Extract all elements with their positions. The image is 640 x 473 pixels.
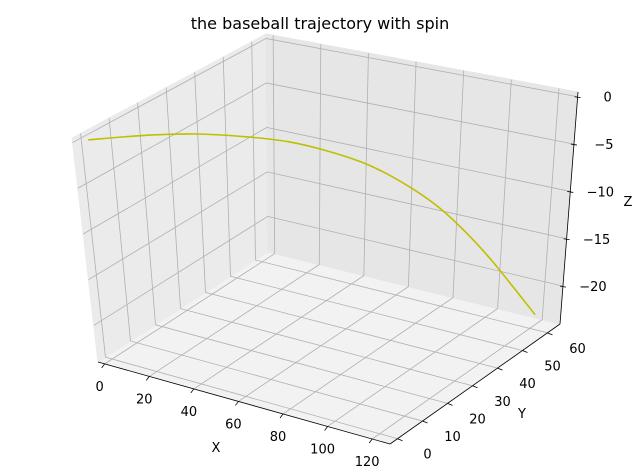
z-tick bbox=[570, 143, 578, 146]
series-layer bbox=[88, 133, 536, 316]
y-tick bbox=[497, 367, 503, 371]
y-tick bbox=[447, 403, 453, 406]
y-tick-label: 30 bbox=[494, 395, 511, 410]
x-tick bbox=[368, 438, 373, 444]
x-tick-label: 0 bbox=[96, 380, 104, 395]
grid-line-y bbox=[251, 41, 548, 334]
y-tick-label: 10 bbox=[444, 430, 461, 445]
x-tick bbox=[235, 401, 239, 406]
y-tick bbox=[422, 420, 428, 424]
x-tick-label: 120 bbox=[355, 455, 380, 470]
y-tick-label: 60 bbox=[569, 342, 586, 357]
grid-line-x bbox=[282, 70, 465, 415]
grid-line-z bbox=[93, 215, 564, 326]
z-tick-label: −5 bbox=[594, 138, 613, 153]
z-tick-label: −20 bbox=[579, 280, 606, 295]
grid-line-x bbox=[371, 88, 560, 440]
axis-panes bbox=[71, 33, 579, 445]
chart-title: the baseball trajectory with spin bbox=[191, 14, 449, 33]
grid-line-y bbox=[165, 87, 473, 387]
x-tick bbox=[279, 413, 284, 419]
x-tick-label: 100 bbox=[310, 442, 335, 457]
tick-labels: 0 20 40 60 80 100 120 0 10 20 30 40 50 60 0 −5 −10 −15 −20 bbox=[96, 91, 614, 470]
z-axis-line bbox=[559, 91, 579, 325]
grid-line-z bbox=[72, 38, 578, 143]
x-tick bbox=[101, 363, 106, 369]
grid-line-y bbox=[194, 72, 498, 369]
x-tick bbox=[324, 426, 328, 431]
y-tick bbox=[547, 332, 553, 336]
x-tick-label: 60 bbox=[225, 417, 242, 432]
grid-line-x bbox=[327, 79, 512, 427]
grid-line-x bbox=[104, 35, 276, 365]
grid-line-y bbox=[108, 118, 423, 422]
grid-line-y bbox=[80, 133, 398, 440]
trajectory-line bbox=[88, 133, 536, 316]
grid-line-x bbox=[193, 53, 369, 390]
z-tick-label: 0 bbox=[603, 91, 611, 106]
y-axis-label: Y bbox=[517, 407, 526, 422]
y-tick-label: 50 bbox=[544, 359, 561, 374]
grid-line-z bbox=[82, 127, 571, 235]
grid-line-y bbox=[137, 102, 448, 404]
grid-line-y bbox=[222, 56, 523, 351]
z-axis-label: Z bbox=[624, 195, 633, 210]
x-axis-line bbox=[97, 361, 391, 445]
x-tick bbox=[145, 376, 150, 381]
grid-line-z bbox=[77, 82, 575, 189]
y-tick-label: 20 bbox=[469, 412, 486, 427]
grid-line-x bbox=[149, 44, 322, 377]
grid-lines bbox=[72, 35, 578, 440]
z-tick-label: −10 bbox=[587, 185, 614, 200]
y-tick bbox=[472, 385, 478, 389]
z-tick bbox=[559, 285, 567, 288]
x-tick bbox=[190, 388, 195, 394]
y-tick-label: 0 bbox=[423, 448, 431, 463]
z-tick bbox=[563, 238, 570, 241]
y-tick bbox=[522, 350, 528, 353]
x-tick-label: 20 bbox=[136, 392, 153, 407]
x-tick-label: 40 bbox=[181, 405, 198, 420]
tick-marks bbox=[101, 96, 581, 444]
x-tick-label: 80 bbox=[270, 430, 287, 445]
axis-lines bbox=[97, 91, 579, 445]
grid-line-x bbox=[238, 61, 417, 402]
x-axis-label: X bbox=[212, 441, 221, 456]
y-tick bbox=[397, 438, 403, 442]
y-axis-line bbox=[389, 323, 561, 445]
z-tick bbox=[567, 191, 574, 193]
grid-line-z bbox=[88, 171, 567, 281]
z-tick-label: −15 bbox=[583, 233, 610, 248]
y-tick-label: 40 bbox=[519, 377, 536, 392]
z-tick bbox=[574, 96, 581, 99]
